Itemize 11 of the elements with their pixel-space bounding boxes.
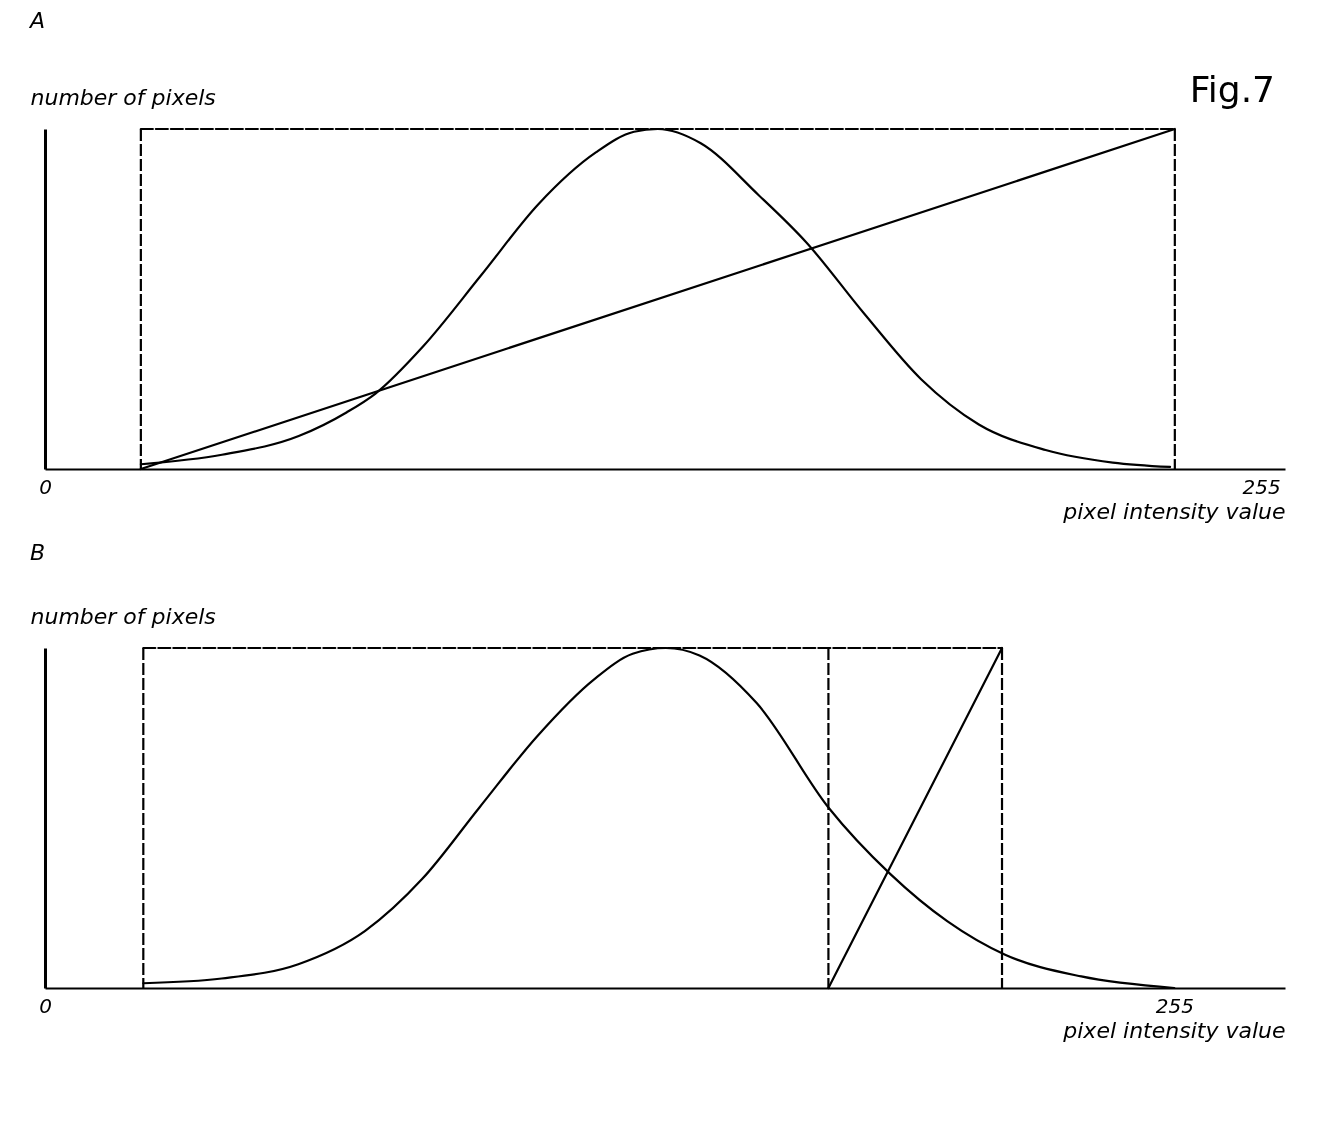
y-axis-title: number of pixels xyxy=(30,84,216,110)
caption: Fig.7 xyxy=(1189,69,1275,110)
y-axis-title: number of pixels xyxy=(30,603,216,629)
x-axis-title: pixel intensity value xyxy=(1062,1017,1286,1043)
chart-title: A xyxy=(28,8,46,33)
x-tick-label: 255 xyxy=(1155,993,1194,1018)
x-tick-label: 0 xyxy=(39,474,52,499)
x-tick-label: 0 xyxy=(39,993,52,1018)
x-tick-label: 255 xyxy=(1242,474,1281,499)
x-axis-title: pixel intensity value xyxy=(1062,498,1286,524)
chart-title: B xyxy=(30,540,46,565)
